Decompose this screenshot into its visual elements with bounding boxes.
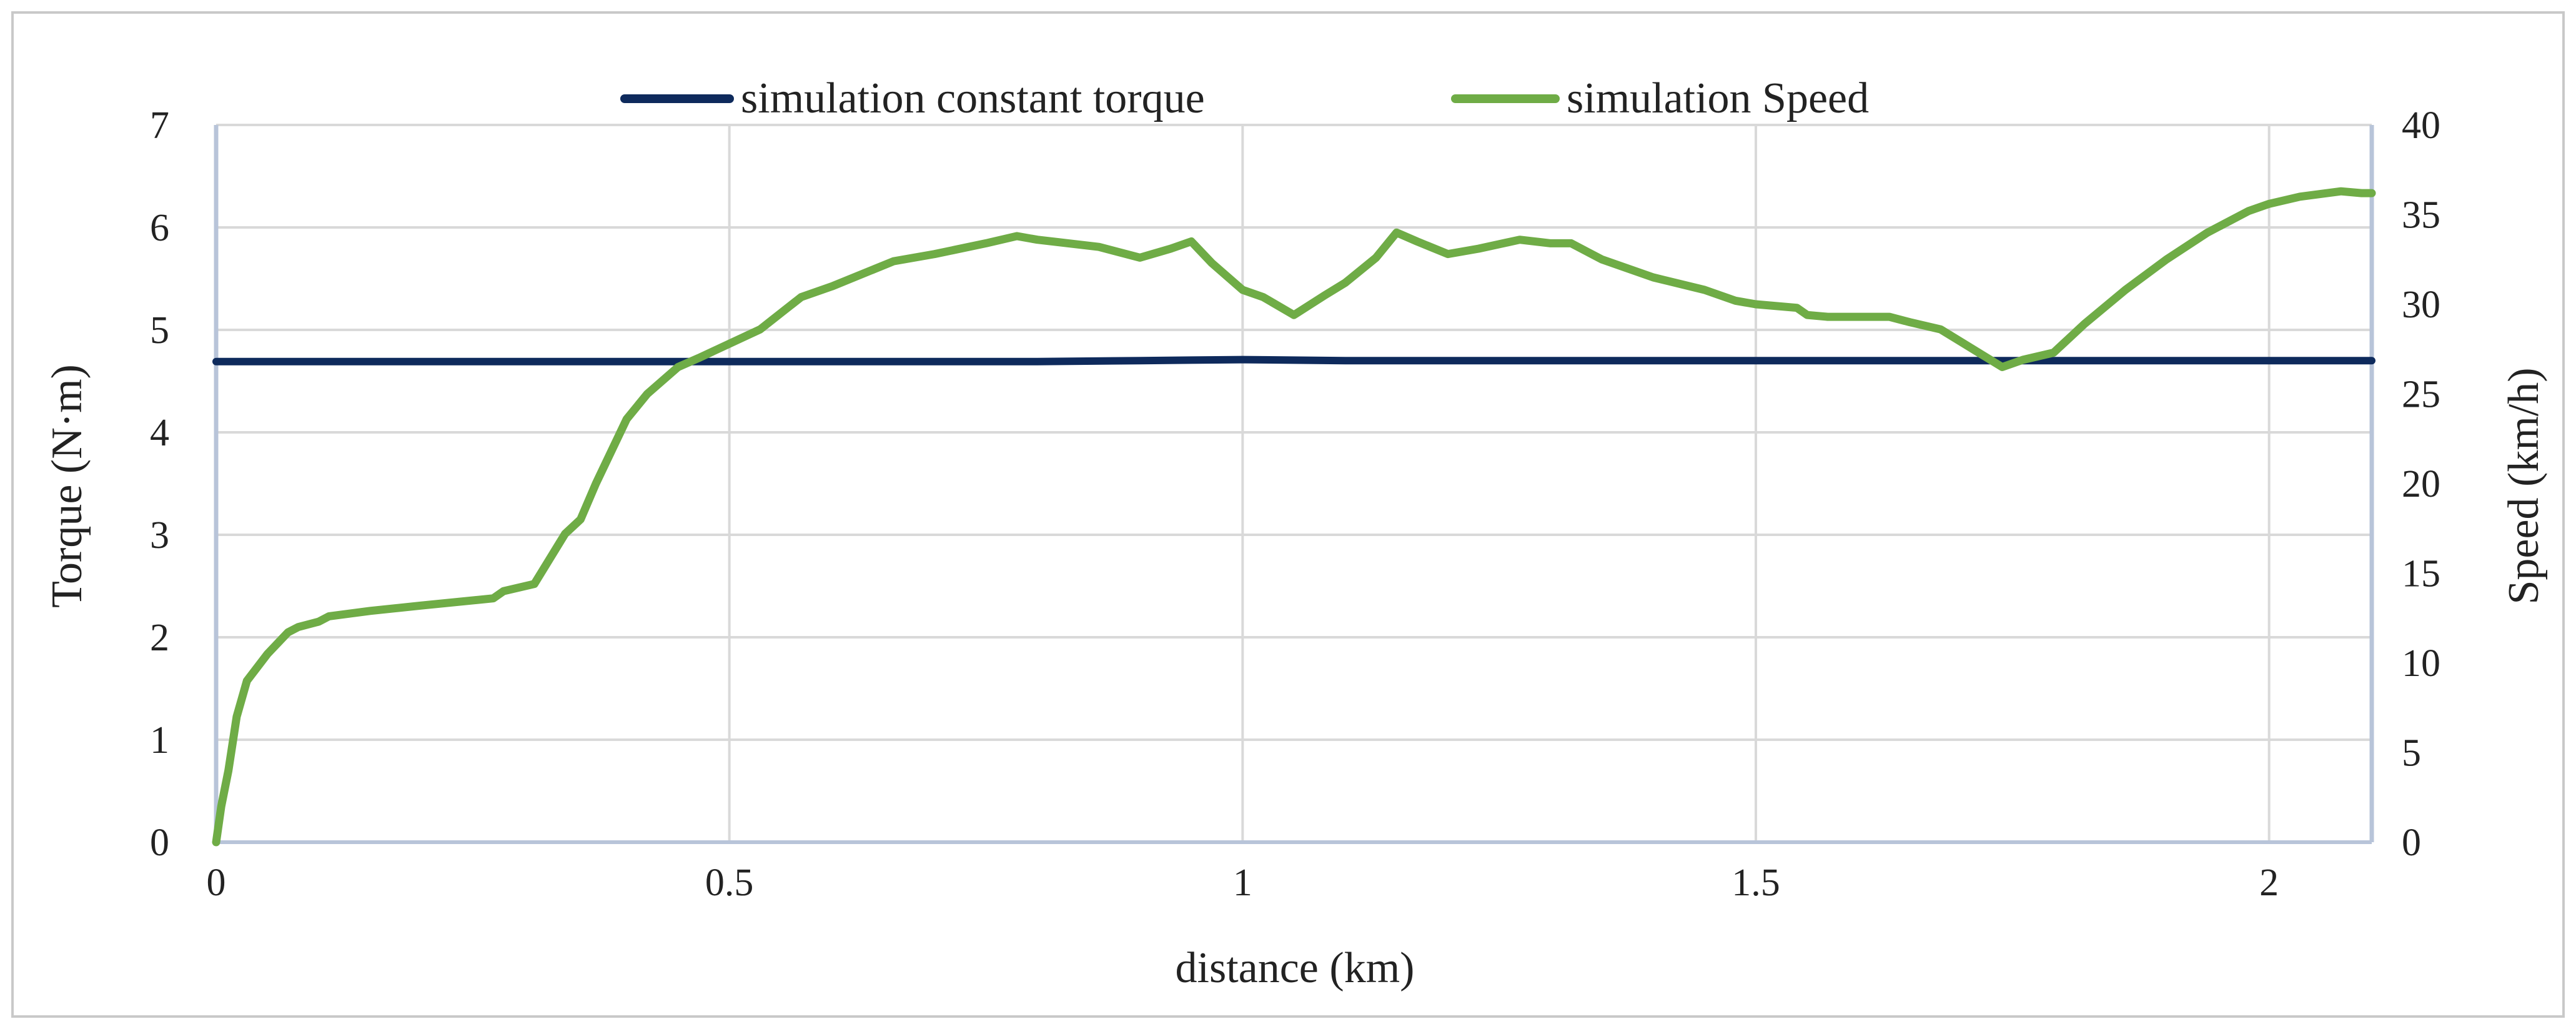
chart-frame: [11, 11, 2565, 1018]
y-right-tick-label-6: 30: [2402, 284, 2440, 326]
y-right-tick-label-5: 25: [2402, 374, 2440, 416]
y-axis-left-title: Torque (N·m): [43, 364, 91, 608]
y-right-tick-label-0: 0: [2402, 822, 2421, 864]
y-axis-right-title: Speed (km/h): [2500, 367, 2548, 604]
y-right-tick-label-4: 20: [2402, 463, 2440, 505]
y-left-tick-label-5: 5: [150, 309, 169, 352]
y-left-tick-label-1: 1: [150, 719, 169, 762]
legend-label-torque: simulation constant torque: [741, 74, 1205, 122]
y-left-tick-label-7: 7: [150, 104, 169, 147]
x-tick-label-4: 2: [2259, 862, 2279, 904]
series-layer: [212, 187, 2376, 847]
series-line-speed: [212, 187, 2376, 847]
grid-layer: [216, 124, 2372, 843]
legend: simulation constant torque simulation Sp…: [620, 74, 1869, 122]
series-line-torque: [212, 355, 2375, 365]
y-right-tick-label-7: 35: [2402, 194, 2440, 237]
x-axis-title: distance (km): [1176, 944, 1415, 992]
axes-layer: [214, 125, 2374, 844]
y-left-tick-label-2: 2: [150, 617, 169, 659]
y-right-tick-label-8: 40: [2402, 104, 2440, 147]
legend-label-speed: simulation Speed: [1567, 74, 1869, 122]
x-tick-label-3: 1.5: [1731, 862, 1780, 904]
y-left-tick-label-6: 6: [150, 207, 169, 249]
y-right-tick-label-3: 15: [2402, 553, 2440, 595]
y-left-tick-label-4: 4: [150, 412, 169, 454]
x-tick-label-1: 0.5: [705, 862, 754, 904]
y-right-tick-label-2: 10: [2402, 642, 2440, 685]
x-tick-label-0: 0: [207, 862, 226, 904]
x-tick-label-2: 1: [1233, 862, 1252, 904]
y-left-tick-label-0: 0: [150, 822, 169, 864]
y-right-tick-label-1: 5: [2402, 732, 2421, 775]
y-left-tick-label-3: 3: [150, 514, 169, 557]
